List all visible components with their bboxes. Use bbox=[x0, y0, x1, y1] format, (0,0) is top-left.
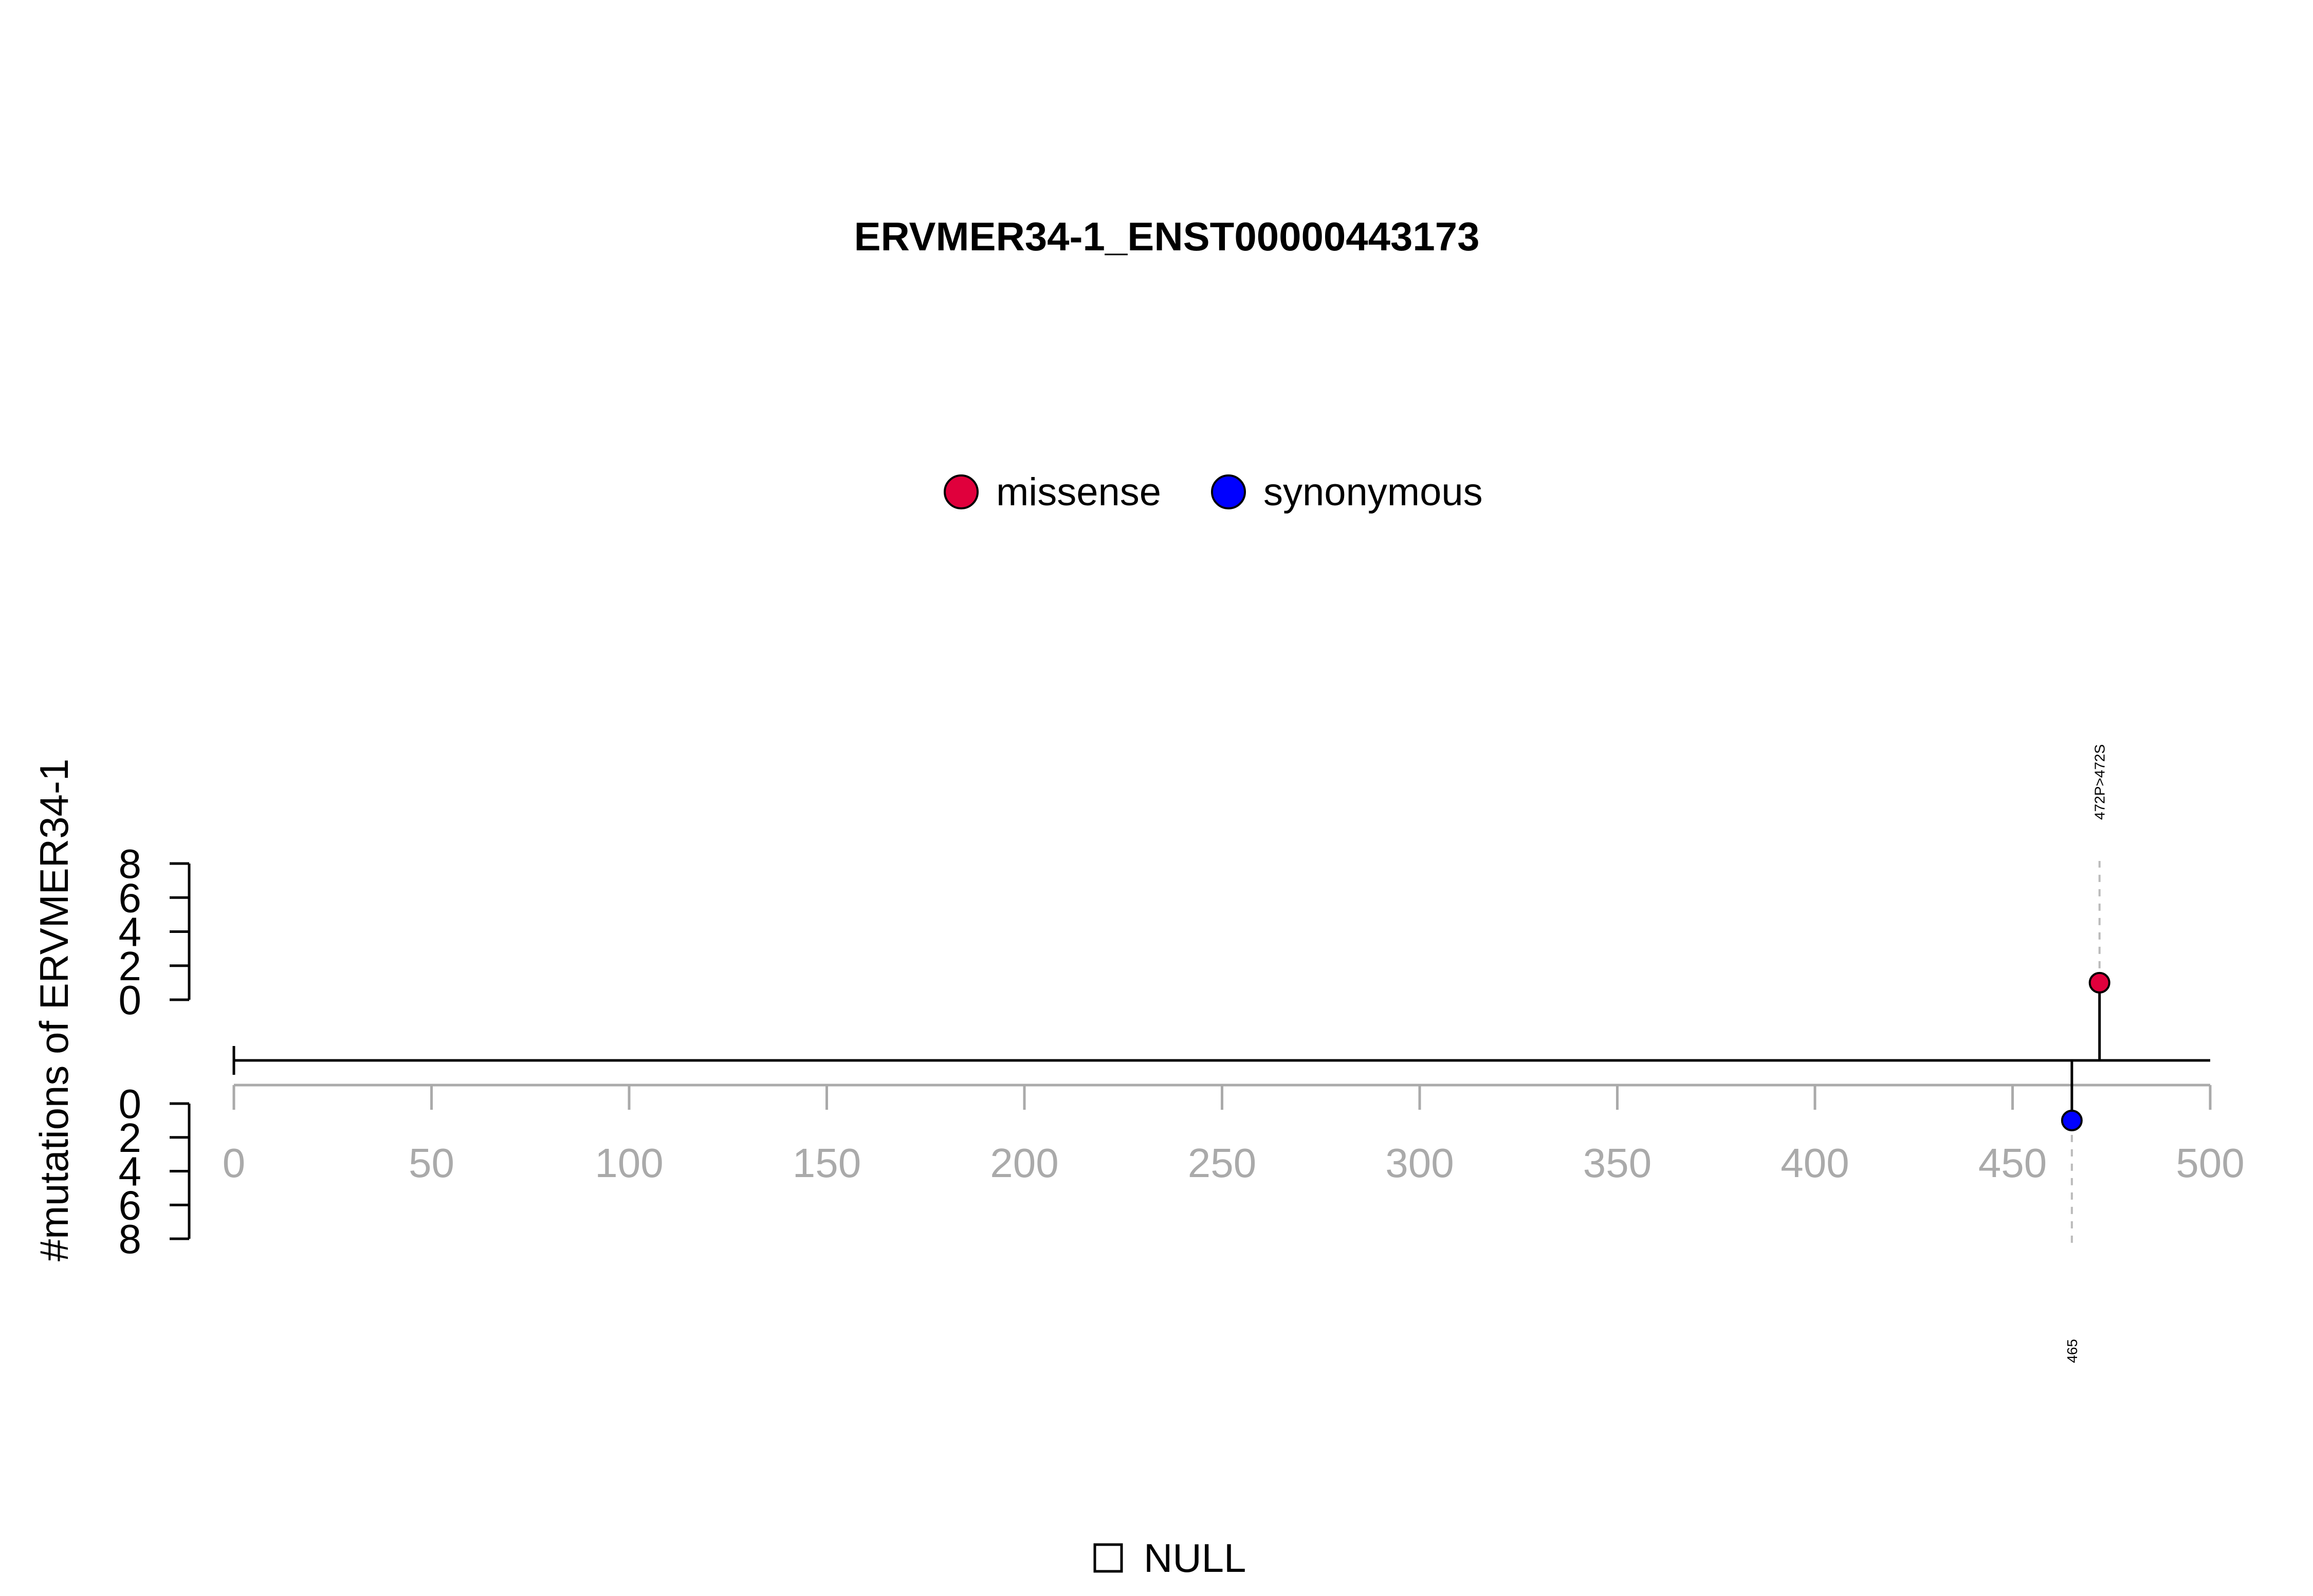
lower-y-tick-label: 0 bbox=[119, 1081, 142, 1127]
upper-y-tick-label: 0 bbox=[119, 977, 142, 1023]
upper-y-tick-label: 4 bbox=[119, 909, 142, 955]
domain-legend-label: NULL bbox=[1144, 1535, 1246, 1581]
upper-y-tick-label: 6 bbox=[119, 875, 142, 921]
lower-y-tick-label: 2 bbox=[119, 1115, 142, 1161]
x-tick-label: 350 bbox=[1583, 1140, 1651, 1186]
x-tick-label: 300 bbox=[1385, 1140, 1454, 1186]
y-axis-label: #mutations of ERVMER34-1 bbox=[31, 759, 77, 1261]
lower-y-tick-label: 8 bbox=[119, 1216, 142, 1262]
lower-y-tick-label: 4 bbox=[119, 1149, 142, 1195]
x-tick-label: 100 bbox=[595, 1140, 663, 1186]
x-tick-label: 400 bbox=[1780, 1140, 1849, 1186]
legend-label-missense: missense bbox=[996, 470, 1161, 514]
domain-legend-swatch bbox=[1093, 1543, 1123, 1573]
upper-y-tick-label: 8 bbox=[119, 841, 142, 887]
x-tick-label: 50 bbox=[409, 1140, 454, 1186]
legend-marker-missense bbox=[944, 474, 979, 509]
legend-label-synonymous: synonymous bbox=[1263, 470, 1483, 514]
x-tick-label: 250 bbox=[1188, 1140, 1256, 1186]
domain-legend: NULL bbox=[1093, 1535, 1246, 1581]
x-tick-label: 450 bbox=[1978, 1140, 2047, 1186]
legend-marker-synonymous bbox=[1211, 474, 1246, 509]
mutation-lollipops: 472P>472S 465 bbox=[2061, 744, 2110, 1363]
x-tick-label: 500 bbox=[2176, 1140, 2244, 1186]
mutation-head-missense bbox=[2088, 971, 2110, 994]
mutation-label: 472P>472S bbox=[2092, 744, 2108, 820]
protein-backbone bbox=[232, 1046, 2210, 1075]
mutation-legend: missense synonymous bbox=[944, 470, 1483, 514]
x-tick-label: 200 bbox=[990, 1140, 1058, 1186]
x-tick-label: 0 bbox=[223, 1140, 246, 1186]
x-axis: 0 50 100 150 200 250 300 350 400 450 500 bbox=[223, 1084, 2245, 1186]
mutation-head-synonymous bbox=[2061, 1109, 2083, 1131]
mutation-label: 465 bbox=[2064, 1339, 2080, 1363]
upper-y-tick-label: 2 bbox=[119, 943, 142, 989]
x-tick-label: 150 bbox=[793, 1140, 861, 1186]
chart-title: ERVMER34-1_ENST00000443173 bbox=[854, 214, 1480, 259]
lower-y-tick-label: 6 bbox=[119, 1182, 142, 1228]
